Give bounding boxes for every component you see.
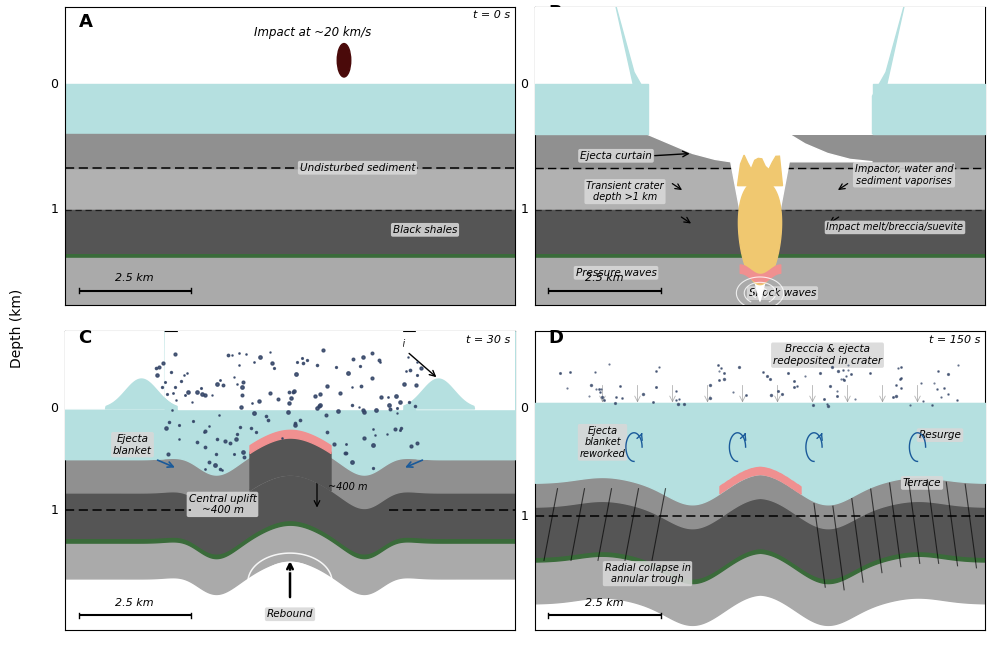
Text: Rebound: Rebound (267, 609, 313, 619)
Text: Pressure waves: Pressure waves (576, 268, 656, 277)
Text: Breccia & ejecta
redeposited in crater: Breccia & ejecta redeposited in crater (773, 344, 882, 366)
Text: t = ~4 s: t = ~4 s (934, 10, 981, 20)
Text: Shock waves: Shock waves (749, 288, 816, 298)
Text: 0: 0 (50, 402, 58, 415)
Polygon shape (535, 7, 985, 302)
Text: Depth (km): Depth (km) (10, 289, 24, 367)
Text: 2.5 km: 2.5 km (585, 598, 624, 608)
Text: A: A (78, 13, 92, 31)
Text: Black shales: Black shales (393, 225, 457, 235)
Text: 1: 1 (50, 203, 58, 216)
Ellipse shape (337, 43, 351, 77)
Text: 1: 1 (50, 504, 58, 517)
Polygon shape (872, 7, 904, 134)
Text: t = 0 s: t = 0 s (473, 10, 511, 20)
Text: 0: 0 (50, 77, 58, 91)
Text: Central uplift
~400 m: Central uplift ~400 m (189, 493, 256, 515)
Text: 2.5 km: 2.5 km (115, 598, 154, 608)
Text: Ejecta curtain: Ejecta curtain (580, 151, 652, 161)
Polygon shape (738, 155, 782, 186)
Text: Ejecta curtain
(water): Ejecta curtain (water) (722, 7, 798, 29)
Text: Transient crater
depth >1 km: Transient crater depth >1 km (586, 181, 664, 203)
Text: Undisturbed sediment: Undisturbed sediment (300, 163, 415, 173)
Text: 0: 0 (520, 77, 528, 91)
Text: Impactor, water and
sediment vaporises: Impactor, water and sediment vaporises (855, 164, 953, 186)
Polygon shape (616, 7, 648, 134)
Text: Ejecta
blanket: Ejecta blanket (113, 434, 152, 455)
Text: Resurge: Resurge (919, 430, 961, 440)
Text: 0: 0 (520, 402, 528, 415)
Polygon shape (738, 180, 782, 285)
Text: 2.5 km: 2.5 km (115, 273, 154, 283)
Text: Ejecta
blanket
reworked: Ejecta blanket reworked (580, 426, 625, 459)
Text: 1: 1 (520, 203, 528, 216)
Text: Impact melt/breccia/suevite: Impact melt/breccia/suevite (826, 222, 964, 232)
Text: Terrace: Terrace (903, 478, 941, 488)
Text: B: B (548, 5, 562, 22)
Text: Fireball: Fireball (741, 151, 779, 161)
Text: Radial collapse in
annular trough: Radial collapse in annular trough (605, 563, 690, 584)
Text: 2.5 km: 2.5 km (585, 273, 624, 283)
Text: C: C (78, 329, 92, 347)
Text: t = 150 s: t = 150 s (929, 335, 981, 345)
Text: D: D (548, 329, 563, 347)
Text: Rim wave tsunami: Rim wave tsunami (309, 338, 406, 349)
Text: t = 30 s: t = 30 s (466, 335, 511, 345)
Text: 1: 1 (520, 510, 528, 523)
Text: Impact at ~20 km/s: Impact at ~20 km/s (254, 26, 371, 39)
Text: ~400 m: ~400 m (328, 482, 368, 492)
